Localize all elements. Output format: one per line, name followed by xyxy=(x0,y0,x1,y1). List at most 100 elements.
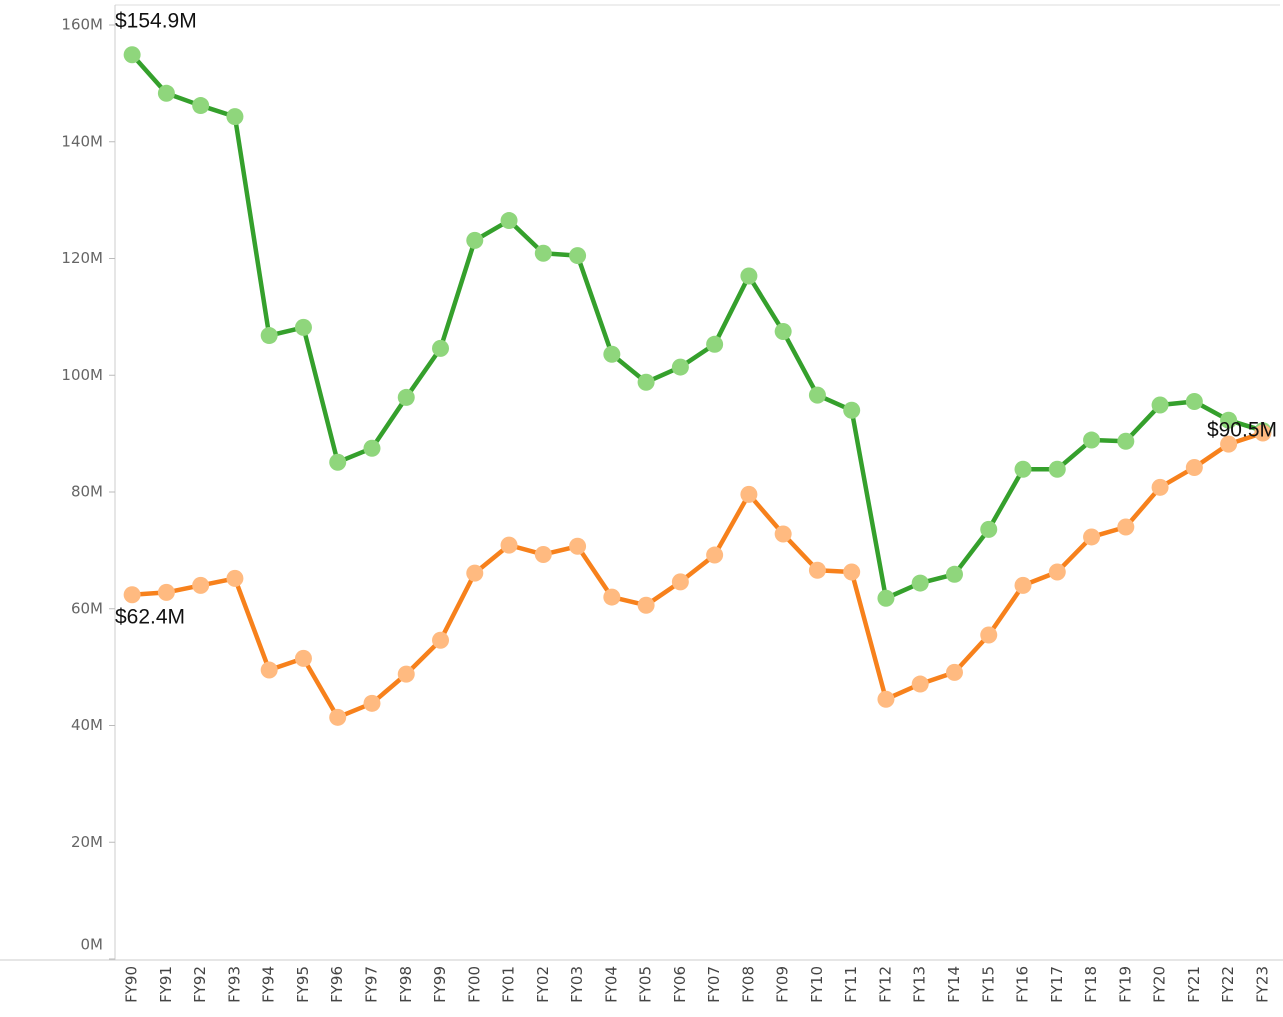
series-line xyxy=(130,53,1264,601)
series-marker xyxy=(226,108,244,126)
value-label: $62.4M xyxy=(115,605,185,628)
series-marker xyxy=(226,569,244,587)
series-marker xyxy=(534,545,552,563)
series-marker xyxy=(877,589,895,607)
series-marker xyxy=(466,231,484,249)
series-marker xyxy=(1048,563,1066,581)
series-marker xyxy=(1220,435,1238,453)
series-marker xyxy=(1117,518,1135,536)
series-marker xyxy=(637,373,655,391)
series-marker xyxy=(397,665,415,683)
value-label: $154.9M xyxy=(115,9,197,32)
series-marker xyxy=(123,46,141,64)
series-marker xyxy=(1014,460,1032,478)
y-tick-label: 100M xyxy=(61,366,103,384)
series-marker xyxy=(808,561,826,579)
y-tick-label: 140M xyxy=(61,132,103,150)
series-marker xyxy=(980,520,998,538)
x-tick-label: FY90 xyxy=(123,966,141,1003)
y-tick-label: 40M xyxy=(71,716,103,734)
series-marker xyxy=(945,565,963,583)
x-tick-label: FY99 xyxy=(431,966,449,1003)
y-tick-label: 160M xyxy=(61,16,103,34)
series-marker xyxy=(877,690,895,708)
series-marker xyxy=(192,97,210,115)
x-tick-label: FY94 xyxy=(260,966,278,1003)
series-marker xyxy=(294,318,312,336)
x-tick-label: FY06 xyxy=(671,966,689,1003)
x-tick-label: FY19 xyxy=(1116,966,1134,1003)
series-marker xyxy=(500,536,518,554)
x-tick-label: FY97 xyxy=(362,966,380,1003)
x-tick-label: FY95 xyxy=(294,966,312,1003)
x-tick-label: FY04 xyxy=(602,966,620,1003)
series-marker xyxy=(706,546,724,564)
series-marker xyxy=(363,439,381,457)
x-tick-label: FY21 xyxy=(1185,966,1203,1003)
series-marker xyxy=(432,339,450,357)
series-marker xyxy=(329,453,347,471)
x-tick-label: FY20 xyxy=(1151,966,1169,1003)
series-line xyxy=(131,430,1264,720)
series-marker xyxy=(911,574,929,592)
series-marker xyxy=(1151,396,1169,414)
x-tick-label: FY17 xyxy=(1048,966,1066,1003)
x-tick-label: FY07 xyxy=(705,966,723,1003)
series-marker xyxy=(980,626,998,644)
series-marker xyxy=(500,212,518,230)
series-marker xyxy=(1048,460,1066,478)
series-marker xyxy=(294,649,312,667)
x-tick-label: FY98 xyxy=(397,966,415,1003)
series-marker xyxy=(569,247,587,265)
series-marker xyxy=(843,563,861,581)
series-marker xyxy=(1014,576,1032,594)
x-tick-label: FY15 xyxy=(979,966,997,1003)
series-marker xyxy=(1083,528,1101,546)
series-marker xyxy=(603,345,621,363)
series-marker xyxy=(157,583,175,601)
series-marker xyxy=(1117,432,1135,450)
x-tick-label: FY14 xyxy=(945,966,963,1003)
series-marker xyxy=(740,267,758,285)
x-tick-label: FY09 xyxy=(774,966,792,1003)
y-tick-label: 0M xyxy=(81,936,104,954)
series-marker xyxy=(363,694,381,712)
series-marker xyxy=(260,661,278,679)
series-marker xyxy=(260,327,278,345)
series-marker xyxy=(1151,478,1169,496)
series-marker xyxy=(808,386,826,404)
series-marker xyxy=(843,401,861,419)
x-tick-label: FY08 xyxy=(739,966,757,1003)
series-marker xyxy=(466,564,484,582)
y-tick-label: 60M xyxy=(71,599,103,617)
x-tick-label: FY05 xyxy=(637,966,655,1003)
y-tick-label: 20M xyxy=(71,833,103,851)
series-marker xyxy=(1083,431,1101,449)
x-tick-label: FY93 xyxy=(225,966,243,1003)
x-tick-label: FY16 xyxy=(1014,966,1032,1003)
x-tick-label: FY02 xyxy=(534,966,552,1003)
series-marker xyxy=(192,576,210,594)
series-marker xyxy=(432,631,450,649)
x-tick-label: FY96 xyxy=(328,966,346,1003)
x-tick-label: FY00 xyxy=(465,966,483,1003)
series-marker xyxy=(706,335,724,353)
series-marker xyxy=(740,485,758,503)
series-marker xyxy=(671,358,689,376)
x-tick-label: FY03 xyxy=(568,966,586,1003)
x-tick-label: FY12 xyxy=(876,966,894,1003)
x-tick-label: FY10 xyxy=(808,966,826,1003)
series-marker xyxy=(329,708,347,726)
series-marker xyxy=(911,675,929,693)
series-marker xyxy=(637,596,655,614)
x-tick-label: FY11 xyxy=(842,966,860,1003)
series-marker xyxy=(123,586,141,604)
y-tick-label: 80M xyxy=(71,483,103,501)
series-marker xyxy=(1185,393,1203,411)
series-marker xyxy=(534,244,552,262)
x-tick-label: FY23 xyxy=(1253,966,1271,1003)
series-marker xyxy=(774,322,792,340)
series-marker xyxy=(1185,458,1203,476)
x-tick-label: FY92 xyxy=(191,966,209,1003)
